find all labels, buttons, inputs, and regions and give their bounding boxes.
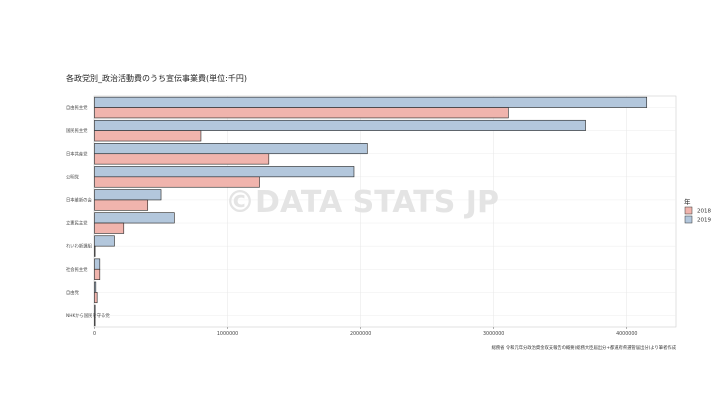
category-label: 自由党 — [66, 289, 80, 296]
bars — [94, 96, 648, 327]
x-tick-label: 3000000 — [483, 331, 504, 337]
category-label: 公明党 — [66, 173, 80, 180]
x-tick-label: 1000000 — [217, 331, 238, 337]
source-caption: 総務省 令和元年分政治資金収支報告の概要(総務大臣届出分+都道府県選管届出分)よ… — [492, 344, 677, 351]
category-label: 自由民主党 — [66, 104, 88, 111]
x-tick-label: 4000000 — [616, 331, 637, 337]
legend-swatch-2018 — [684, 206, 693, 215]
category-label: NHKから国民を守る党 — [66, 312, 110, 319]
bar-2018-7 — [94, 268, 101, 280]
x-axis-ticks: 0 1000000 2000000 3000000 4000000 — [93, 327, 637, 337]
chart-title: 各政党別_政治活動費のうち宣伝事業費(単位:千円) — [66, 73, 247, 83]
bar-2019-2 — [94, 143, 368, 155]
bar-2019-4 — [94, 189, 162, 201]
legend-label-2019: 2019 — [697, 218, 711, 224]
legend-label-2018: 2018 — [697, 209, 711, 215]
bar-2019-1 — [94, 119, 586, 131]
category-label: 立憲民主党 — [66, 220, 88, 227]
category-labels: 自由民主党国民民主党日本共産党公明党日本維新の会立憲民主党れいわ新選組社会民主党… — [66, 104, 110, 319]
bar-2019-3 — [94, 166, 355, 178]
x-tick-label: 0 — [93, 331, 96, 337]
bar-2018-3 — [94, 176, 260, 188]
legend-swatch-2019 — [684, 215, 693, 224]
category-label: 日本維新の会 — [66, 196, 92, 203]
bar-2019-0 — [94, 96, 648, 108]
bar-2019-7 — [94, 258, 101, 270]
category-label: 日本共産党 — [66, 150, 88, 157]
category-label: 社会民主党 — [66, 266, 88, 273]
bar-2018-9 — [94, 315, 96, 327]
bar-2019-5 — [94, 212, 175, 224]
bar-2018-1 — [94, 130, 202, 142]
bar-2018-4 — [94, 199, 149, 211]
category-label: れいわ新選組 — [66, 243, 92, 250]
bar-2018-8 — [94, 292, 98, 304]
x-tick-label: 2000000 — [350, 331, 371, 337]
bar-2018-5 — [94, 222, 125, 234]
bar-2018-6 — [94, 245, 96, 257]
bar-2019-6 — [94, 235, 115, 247]
category-label: 国民民主党 — [66, 127, 88, 134]
bar-2018-0 — [94, 107, 509, 119]
legend: 年 2018 2019 — [684, 197, 711, 224]
bar-2018-2 — [94, 153, 270, 165]
watermark-text: ©DATA STATS JP — [225, 185, 499, 220]
legend-title: 年 — [684, 197, 691, 206]
bar-2019-8 — [94, 281, 97, 293]
